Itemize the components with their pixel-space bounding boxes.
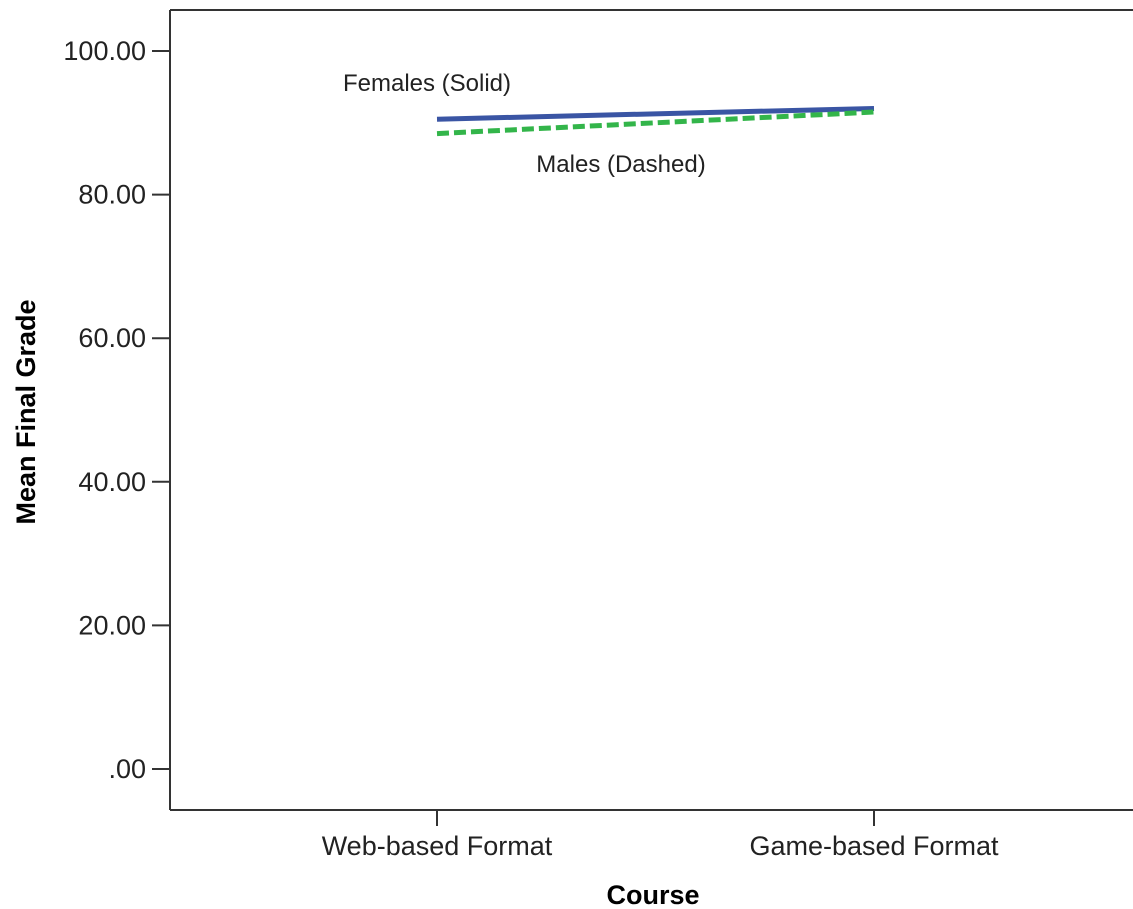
y-tick-label: 20.00 (78, 610, 146, 640)
y-axis-title: Mean Final Grade (11, 299, 41, 524)
series-layer (436, 105, 875, 137)
annotation-females: Females (Solid) (343, 70, 511, 97)
y-tick-label: 60.00 (78, 323, 146, 353)
plot-frame (169, 9, 1133, 811)
x-axis-title: Course (606, 880, 699, 909)
x-axis: Web-based Format Game-based Format (322, 810, 999, 861)
annotation-layer: Females (Solid) Males (Dashed) (343, 70, 706, 178)
y-axis: .00 20.00 40.00 60.00 80.00 100.00 (63, 36, 170, 784)
y-tick-label: 100.00 (63, 36, 146, 66)
y-tick-label: 80.00 (78, 180, 146, 210)
x-tick-label: Game-based Format (749, 831, 999, 861)
x-tick-label: Web-based Format (322, 831, 553, 861)
annotation-males: Males (Dashed) (536, 151, 705, 178)
y-tick-label: .00 (108, 754, 146, 784)
y-tick-label: 40.00 (78, 467, 146, 497)
series-line-females (436, 105, 875, 122)
series-line-males (436, 109, 875, 137)
